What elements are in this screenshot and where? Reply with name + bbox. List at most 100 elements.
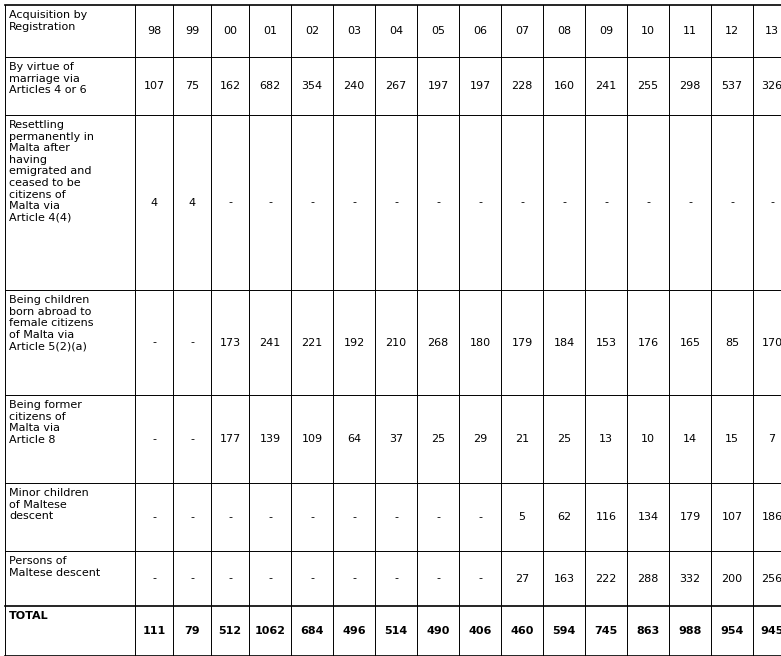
Text: 222: 222	[595, 573, 617, 583]
Text: -: -	[228, 512, 232, 522]
Text: 255: 255	[637, 81, 658, 91]
Text: -: -	[394, 512, 398, 522]
Text: -: -	[520, 197, 524, 207]
Text: 10: 10	[641, 434, 655, 444]
Text: Resettling
permanently in
Malta after
having
emigrated and
ceased to be
citizens: Resettling permanently in Malta after ha…	[9, 120, 94, 223]
Text: -: -	[646, 197, 650, 207]
Text: 04: 04	[389, 26, 403, 36]
Text: 05: 05	[431, 26, 445, 36]
Text: 176: 176	[637, 337, 658, 348]
Text: -: -	[352, 197, 356, 207]
Text: -: -	[436, 573, 440, 583]
Text: 13: 13	[599, 434, 613, 444]
Text: 197: 197	[427, 81, 448, 91]
Text: 27: 27	[515, 573, 529, 583]
Text: -: -	[190, 434, 194, 444]
Text: 514: 514	[384, 626, 408, 636]
Text: 37: 37	[389, 434, 403, 444]
Text: 13: 13	[765, 26, 779, 36]
Text: Persons of
Maltese descent: Persons of Maltese descent	[9, 556, 100, 577]
Text: 537: 537	[722, 81, 743, 91]
Text: 15: 15	[725, 434, 739, 444]
Text: 745: 745	[594, 626, 618, 636]
Text: 197: 197	[469, 81, 490, 91]
Text: 4: 4	[151, 197, 158, 207]
Text: Being former
citizens of
Malta via
Article 8: Being former citizens of Malta via Artic…	[9, 400, 82, 445]
Text: -: -	[190, 573, 194, 583]
Text: 256: 256	[761, 573, 781, 583]
Text: 192: 192	[344, 337, 365, 348]
Text: 25: 25	[557, 434, 571, 444]
Text: 00: 00	[223, 26, 237, 36]
Text: 512: 512	[219, 626, 241, 636]
Text: 228: 228	[512, 81, 533, 91]
Text: -: -	[730, 197, 734, 207]
Text: 79: 79	[184, 626, 200, 636]
Text: -: -	[478, 573, 482, 583]
Text: -: -	[310, 512, 314, 522]
Text: -: -	[152, 434, 156, 444]
Text: 496: 496	[342, 626, 366, 636]
Text: -: -	[152, 512, 156, 522]
Text: -: -	[604, 197, 608, 207]
Text: 177: 177	[219, 434, 241, 444]
Text: By virtue of
marriage via
Articles 4 or 6: By virtue of marriage via Articles 4 or …	[9, 62, 87, 95]
Text: 10: 10	[641, 26, 655, 36]
Text: 200: 200	[722, 573, 743, 583]
Text: 210: 210	[386, 337, 407, 348]
Text: -: -	[152, 573, 156, 583]
Text: -: -	[770, 197, 774, 207]
Text: 241: 241	[259, 337, 280, 348]
Text: -: -	[394, 573, 398, 583]
Text: 988: 988	[679, 626, 701, 636]
Text: 170: 170	[761, 337, 781, 348]
Text: -: -	[190, 512, 194, 522]
Text: -: -	[228, 197, 232, 207]
Text: 406: 406	[469, 626, 492, 636]
Text: -: -	[190, 337, 194, 348]
Text: 160: 160	[554, 81, 575, 91]
Text: 107: 107	[722, 512, 743, 522]
Text: 98: 98	[147, 26, 161, 36]
Text: 490: 490	[426, 626, 450, 636]
Text: -: -	[478, 197, 482, 207]
Text: -: -	[688, 197, 692, 207]
Text: 186: 186	[761, 512, 781, 522]
Text: 682: 682	[259, 81, 280, 91]
Text: 08: 08	[557, 26, 571, 36]
Text: 06: 06	[473, 26, 487, 36]
Text: 954: 954	[720, 626, 744, 636]
Text: 99: 99	[185, 26, 199, 36]
Text: Being children
born abroad to
female citizens
of Malta via
Article 5(2)(a): Being children born abroad to female cit…	[9, 295, 94, 352]
Text: 165: 165	[679, 337, 701, 348]
Text: 354: 354	[301, 81, 323, 91]
Text: 75: 75	[185, 81, 199, 91]
Text: 221: 221	[301, 337, 323, 348]
Text: 267: 267	[385, 81, 407, 91]
Text: Minor children
of Maltese
descent: Minor children of Maltese descent	[9, 488, 89, 522]
Text: 332: 332	[679, 573, 701, 583]
Text: 594: 594	[552, 626, 576, 636]
Text: 12: 12	[725, 26, 739, 36]
Text: -: -	[562, 197, 566, 207]
Text: 4: 4	[188, 197, 195, 207]
Text: -: -	[310, 197, 314, 207]
Text: 180: 180	[469, 337, 490, 348]
Text: 107: 107	[144, 81, 165, 91]
Text: -: -	[268, 573, 272, 583]
Text: 268: 268	[427, 337, 448, 348]
Text: 173: 173	[219, 337, 241, 348]
Text: -: -	[436, 197, 440, 207]
Text: 01: 01	[263, 26, 277, 36]
Text: 945: 945	[761, 626, 781, 636]
Text: 139: 139	[259, 434, 280, 444]
Text: -: -	[152, 337, 156, 348]
Text: 62: 62	[557, 512, 571, 522]
Text: 21: 21	[515, 434, 529, 444]
Text: 326: 326	[761, 81, 781, 91]
Text: 179: 179	[679, 512, 701, 522]
Text: -: -	[436, 512, 440, 522]
Text: 111: 111	[142, 626, 166, 636]
Text: 109: 109	[301, 434, 323, 444]
Text: 64: 64	[347, 434, 361, 444]
